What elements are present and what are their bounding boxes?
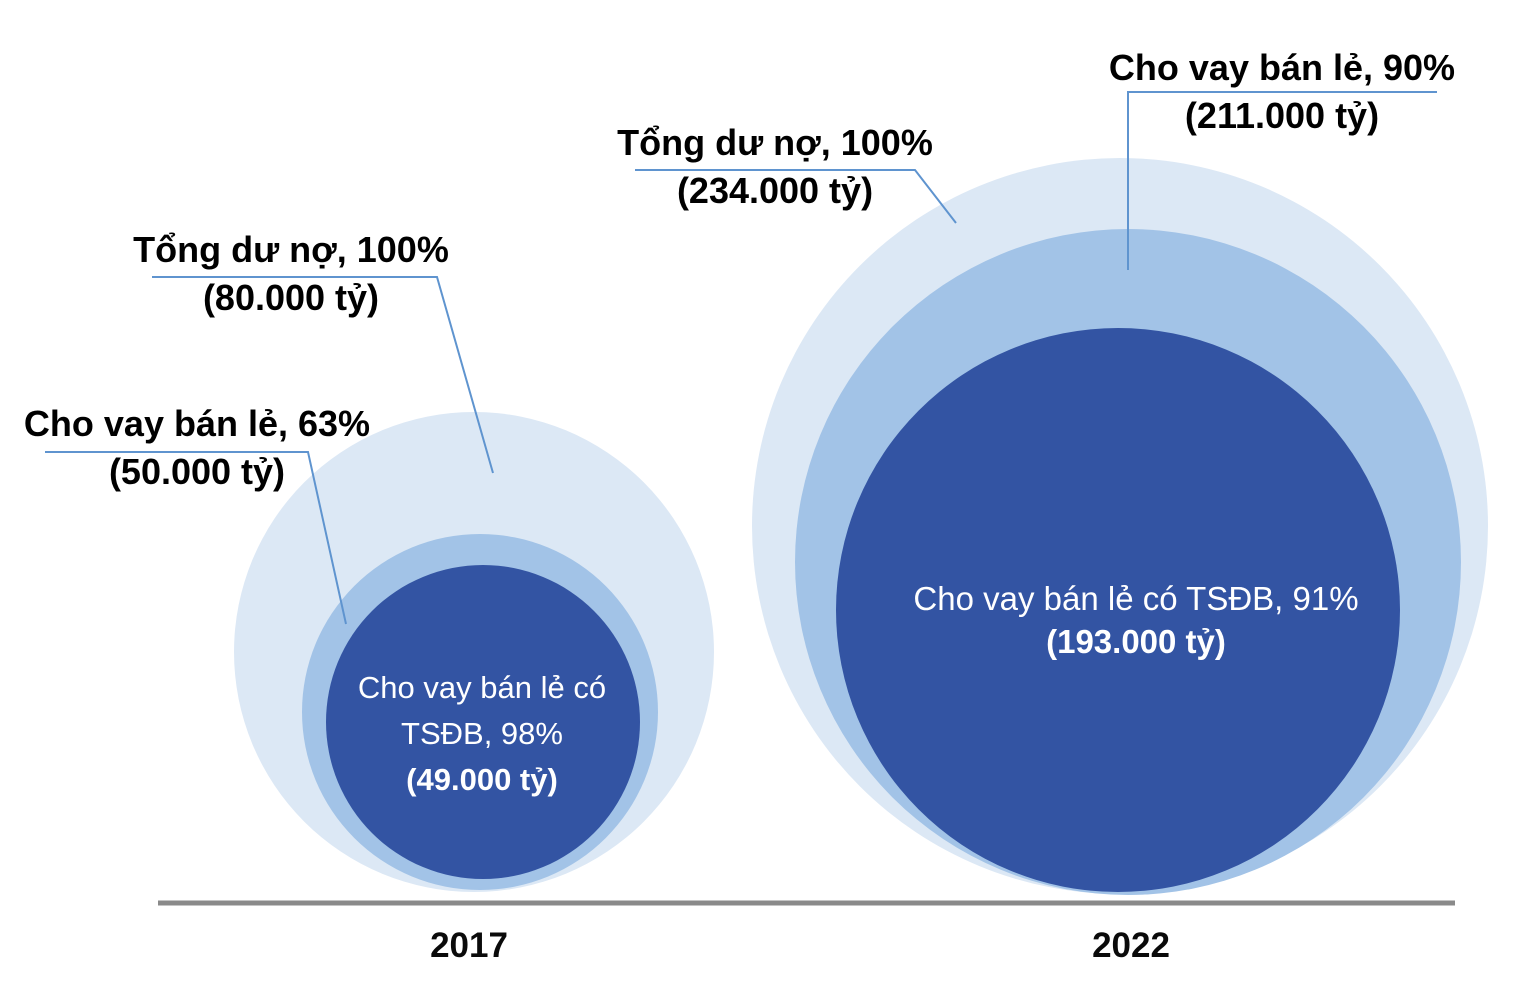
label-2022-total-outstanding: Tổng dư nợ, 100% (234.000 tỷ) [617, 119, 933, 215]
bubble-text-2017-line1: Cho vay bán lẻ có [357, 670, 607, 705]
bubble-text-2017-retail-secured: Cho vay bán lẻ có TSĐB, 98% (49.000 tỷ) [358, 665, 606, 803]
label-2022-retail-value: (211.000 tỷ) [1184, 95, 1380, 136]
axis-category-2017: 2017 [430, 926, 508, 965]
bubble-text-2017-line2: TSĐB, 98% [401, 716, 563, 751]
bubble-2017-retail-secured [326, 565, 640, 879]
bubble-text-2017-value: (49.000 tỷ) [406, 762, 558, 797]
leader-line-2022-total [635, 169, 957, 224]
label-2017-total-line1: Tổng dư nợ, 100% [133, 229, 449, 270]
label-2022-retail-lending: Cho vay bán lẻ, 90% (211.000 tỷ) [1109, 44, 1455, 140]
bubble-text-2022-line1: Cho vay bán lẻ có TSĐB, 91% [913, 580, 1359, 617]
label-2022-total-value: (234.000 tỷ) [676, 170, 874, 211]
leader-line-2017-retail [45, 451, 347, 625]
label-2017-total-outstanding: Tổng dư nợ, 100% (80.000 tỷ) [133, 226, 449, 322]
label-2017-total-value: (80.000 tỷ) [202, 277, 380, 318]
leader-line-2017-total [152, 276, 494, 474]
label-2022-total-line1: Tổng dư nợ, 100% [617, 122, 933, 163]
bubble-2022-retail-secured [836, 328, 1400, 892]
axis-category-2022: 2022 [1092, 926, 1170, 965]
label-2017-retail-lending: Cho vay bán lẻ, 63% (50.000 tỷ) [24, 400, 370, 496]
label-2017-retail-value: (50.000 tỷ) [108, 451, 286, 492]
label-2017-retail-line1: Cho vay bán lẻ, 63% [23, 403, 371, 444]
leader-line-2022-retail [1127, 91, 1437, 270]
bubble-text-2022-value: (193.000 tỷ) [1046, 623, 1226, 660]
label-2022-retail-line1: Cho vay bán lẻ, 90% [1108, 47, 1456, 88]
bubble-text-2022-retail-secured: Cho vay bán lẻ có TSĐB, 91% (193.000 tỷ) [913, 577, 1358, 663]
